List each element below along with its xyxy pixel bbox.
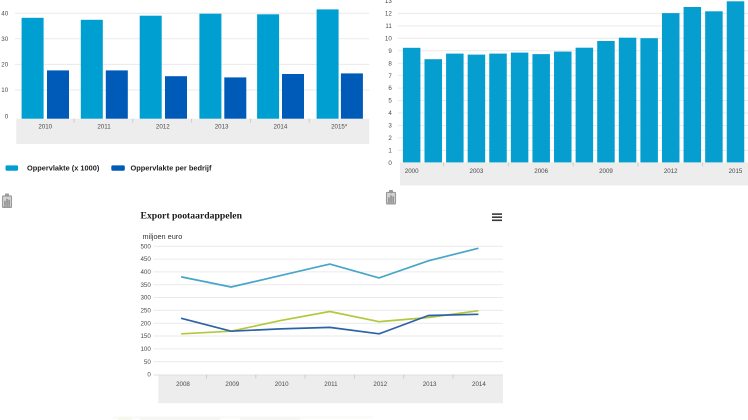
svg-text:4: 4 [388, 110, 392, 117]
svg-text:40: 40 [1, 10, 8, 17]
svg-text:20: 20 [1, 62, 8, 69]
svg-text:500: 500 [140, 243, 151, 250]
svg-text:10: 10 [1, 87, 8, 94]
svg-text:5: 5 [388, 98, 392, 105]
svg-text:2008: 2008 [176, 381, 190, 388]
svg-text:10: 10 [385, 35, 392, 42]
svg-text:30: 30 [1, 36, 8, 43]
svg-text:0: 0 [388, 160, 392, 167]
svg-text:12: 12 [385, 11, 392, 18]
svg-text:6: 6 [388, 85, 392, 92]
svg-text:50: 50 [144, 359, 151, 366]
svg-text:350: 350 [140, 282, 151, 289]
svg-text:2014: 2014 [274, 124, 288, 131]
svg-text:2013: 2013 [423, 381, 437, 388]
svg-text:400: 400 [140, 269, 151, 276]
svg-text:0: 0 [5, 114, 9, 121]
svg-text:2012: 2012 [156, 124, 170, 131]
svg-text:0: 0 [147, 372, 151, 379]
svg-text:Oppervlakte (x 1000): Oppervlakte (x 1000) [27, 164, 100, 173]
svg-text:2: 2 [388, 135, 392, 142]
svg-text:250: 250 [140, 307, 151, 314]
svg-text:150: 150 [140, 333, 151, 340]
svg-text:2010: 2010 [38, 124, 52, 131]
svg-text:450: 450 [140, 256, 151, 263]
svg-text:2000: 2000 [405, 168, 419, 175]
svg-text:2015*: 2015* [331, 124, 348, 131]
svg-text:Export pootaardappelen: Export pootaardappelen [141, 210, 243, 221]
svg-text:2012: 2012 [664, 168, 678, 175]
svg-text:Oppervlakte per bedrijf: Oppervlakte per bedrijf [131, 164, 212, 173]
svg-text:11: 11 [385, 23, 392, 30]
svg-text:8: 8 [388, 60, 392, 67]
svg-text:2015: 2015 [729, 168, 743, 175]
svg-text:300: 300 [140, 295, 151, 302]
svg-text:2003: 2003 [470, 168, 484, 175]
svg-text:2011: 2011 [324, 381, 338, 388]
svg-text:3: 3 [388, 123, 392, 130]
svg-text:200: 200 [140, 320, 151, 327]
svg-text:2013: 2013 [215, 124, 229, 131]
svg-text:1: 1 [388, 147, 392, 154]
svg-text:2011: 2011 [97, 124, 111, 131]
svg-text:2009: 2009 [225, 381, 239, 388]
svg-text:2006: 2006 [534, 168, 548, 175]
svg-text:2012: 2012 [373, 381, 387, 388]
svg-text:2010: 2010 [275, 381, 289, 388]
svg-text:9: 9 [388, 48, 392, 55]
svg-text:7: 7 [388, 73, 392, 80]
svg-text:2009: 2009 [599, 168, 613, 175]
svg-text:2014: 2014 [472, 381, 486, 388]
svg-text:miljoen euro: miljoen euro [143, 232, 183, 241]
svg-text:100: 100 [140, 346, 151, 353]
svg-text:13: 13 [385, 0, 392, 5]
